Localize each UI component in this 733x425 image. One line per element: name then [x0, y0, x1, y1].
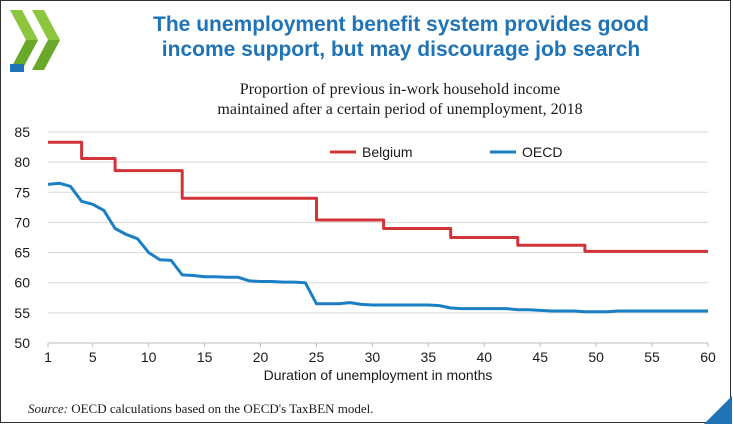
x-tick-label: 55 [644, 349, 660, 365]
y-tick-label: 70 [14, 214, 30, 230]
oecd-logo-chevron-1-shade [10, 40, 38, 70]
y-tick-label: 55 [14, 305, 30, 321]
x-tick-label: 60 [700, 349, 716, 365]
oecd-logo-bar [10, 64, 24, 72]
legend-label-oecd: OECD [522, 144, 562, 160]
series-line-belgium [48, 140, 708, 253]
legend-label-belgium: Belgium [362, 144, 413, 160]
chart-title: Proportion of previous in-work household… [80, 80, 720, 120]
x-tick-label: 45 [532, 349, 548, 365]
source-label: Source: [28, 401, 68, 416]
corner-accent [704, 396, 732, 424]
x-tick-label: 30 [365, 349, 381, 365]
y-tick-label: 50 [14, 335, 30, 351]
chart-title-line-1: Proportion of previous in-work household… [239, 81, 561, 98]
y-axis-ticks: 50 55 60 65 70 75 80 85 [14, 124, 30, 351]
oecd-logo [10, 10, 60, 72]
chart-title-line-2: maintained after a certain period of une… [217, 101, 583, 118]
x-tick-label: 50 [588, 349, 604, 365]
page-title: The unemployment benefit system provides… [76, 12, 726, 62]
x-tick-label: 10 [141, 349, 157, 365]
y-tick-label: 80 [14, 154, 30, 170]
page-title-line-1: The unemployment benefit system provides… [153, 13, 649, 36]
x-tick-label: 20 [253, 349, 269, 365]
y-tick-label: 65 [14, 245, 30, 261]
page-title-line-2: income support, but may discourage job s… [161, 38, 641, 61]
x-tick-label: 40 [476, 349, 492, 365]
legend: Belgium OECD [330, 144, 562, 160]
y-tick-label: 85 [14, 124, 30, 140]
x-tick-label: 1 [44, 349, 52, 365]
x-tick-label: 25 [309, 349, 325, 365]
series-line-oecd [47, 181, 708, 314]
x-axis-ticks: 1 5 10 15 20 25 30 35 40 45 50 55 60 [44, 343, 716, 365]
x-tick-label: 15 [197, 349, 213, 365]
x-tick-label: 5 [89, 349, 97, 365]
x-tick-label: 35 [421, 349, 437, 365]
series-lines [47, 140, 708, 314]
oecd-logo-chevron-2-shade [32, 40, 60, 70]
x-axis-label: Duration of unemployment in months [264, 367, 493, 383]
y-tick-label: 60 [14, 275, 30, 291]
y-tick-label: 75 [14, 184, 30, 200]
source-note: Source: OECD calculations based on the O… [28, 401, 374, 417]
source-text: OECD calculations based on the OECD's Ta… [71, 401, 374, 416]
